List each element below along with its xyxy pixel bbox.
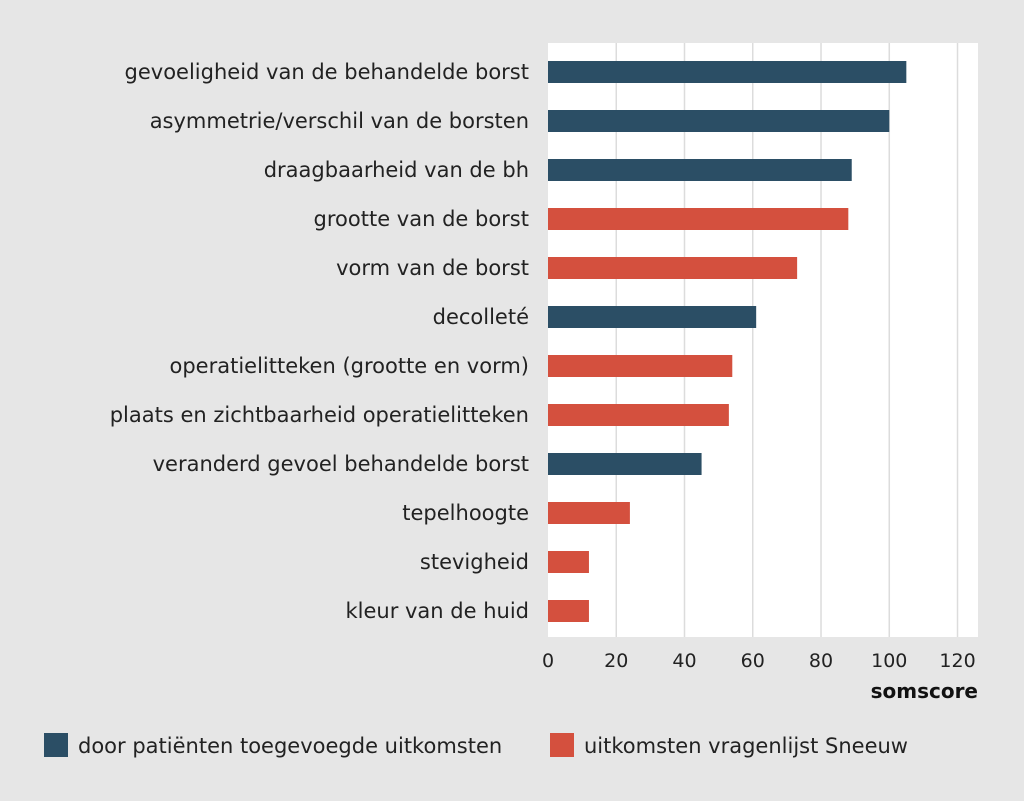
bar-5 — [548, 257, 798, 279]
category-label-1: gevoeligheid van de behandelde borst — [125, 60, 529, 84]
legend: door patiënten toegevoegde uitkomsten ui… — [44, 733, 908, 758]
x-tick-label-100: 100 — [871, 650, 907, 672]
x-tick-label-20: 20 — [604, 650, 628, 672]
category-label-8: plaats en zichtbaarheid operatielitteken — [110, 403, 529, 427]
bar-6 — [548, 306, 757, 328]
bar-7 — [548, 355, 733, 377]
category-label-4: grootte van de borst — [314, 207, 529, 231]
x-tick-label-60: 60 — [741, 650, 765, 672]
category-label-12: kleur van de huid — [345, 599, 529, 623]
category-label-5: vorm van de borst — [336, 256, 529, 280]
category-label-11: stevigheid — [420, 550, 529, 574]
bar-12 — [548, 600, 589, 622]
bar-10 — [548, 502, 630, 524]
category-label-10: tepelhoogte — [402, 501, 529, 525]
x-tick-label-40: 40 — [672, 650, 696, 672]
bars — [548, 61, 907, 622]
category-label-6: decolleté — [433, 305, 529, 329]
x-tick-label-80: 80 — [809, 650, 833, 672]
legend-label-patient-outcomes: door patiënten toegevoegde uitkomsten — [78, 734, 502, 758]
legend-swatch-sneeuw-outcomes — [550, 733, 574, 757]
category-label-9: veranderd gevoel behandelde borst — [153, 452, 529, 476]
bar-4 — [548, 208, 849, 230]
bar-1 — [548, 61, 907, 83]
category-labels: gevoeligheid van de behandelde borst asym… — [110, 60, 529, 623]
bar-2 — [548, 110, 890, 132]
plot-area — [548, 43, 978, 637]
category-label-7: operatielitteken (grootte en vorm) — [169, 354, 529, 378]
x-tick-labels: 0 20 40 60 80 100 120 — [542, 650, 976, 672]
bar-8 — [548, 404, 729, 426]
x-tick-label-120: 120 — [939, 650, 975, 672]
legend-swatch-patient-outcomes — [44, 733, 68, 757]
x-tick-label-0: 0 — [542, 650, 554, 672]
bar-9 — [548, 453, 702, 475]
gridlines — [615, 43, 959, 637]
bar-11 — [548, 551, 589, 573]
category-label-2: asymmetrie/verschil van de borsten — [150, 109, 529, 133]
category-label-3: draagbaarheid van de bh — [264, 158, 529, 182]
legend-label-sneeuw-outcomes: uitkomsten vragenlijst Sneeuw — [584, 734, 908, 758]
x-axis-title: somscore — [871, 679, 978, 703]
bar-3 — [548, 159, 852, 181]
